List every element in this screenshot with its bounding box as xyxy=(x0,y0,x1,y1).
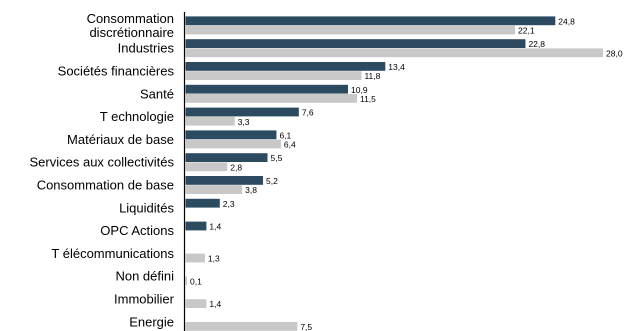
bar-series2-5 xyxy=(185,139,281,149)
value-label-series2-7: 3,8 xyxy=(245,185,257,195)
value-label-series1-6: 5,5 xyxy=(271,153,283,163)
value-label-series2-13: 7,5 xyxy=(300,322,312,331)
bar-series2-7 xyxy=(185,185,243,194)
category-label-0-line-0: Consommation xyxy=(87,11,174,26)
category-label-12: Immobilier xyxy=(114,292,175,307)
value-label-series1-0: 24,8 xyxy=(558,16,575,26)
value-label-series2-1: 28,0 xyxy=(606,48,623,58)
value-label-series2-10: 1,3 xyxy=(208,254,220,264)
bar-series1-1 xyxy=(185,39,526,48)
category-label-13: Energie xyxy=(129,314,174,329)
value-label-series1-8: 2,3 xyxy=(223,199,235,209)
bar-series1-7 xyxy=(185,176,264,185)
value-label-series2-5: 6,4 xyxy=(284,140,296,150)
value-label-series1-3: 10,9 xyxy=(351,85,368,95)
category-label-11: Non défini xyxy=(115,269,174,284)
category-label-5: Matériaux de base xyxy=(67,132,174,147)
bar-series1-0 xyxy=(185,16,556,26)
value-label-series1-2: 13,4 xyxy=(388,62,405,72)
value-label-series2-11: 0,1 xyxy=(190,276,202,286)
value-label-series1-5: 6,1 xyxy=(279,130,291,140)
value-label-series2-12: 1,4 xyxy=(209,299,221,309)
bar-series2-10 xyxy=(185,253,205,263)
value-label-series2-3: 11,5 xyxy=(360,94,376,104)
bar-series1-2 xyxy=(185,62,386,71)
bar-series1-4 xyxy=(185,107,299,117)
value-label-series1-1: 22,8 xyxy=(528,39,545,49)
bar-series1-8 xyxy=(185,198,220,208)
bar-series1-5 xyxy=(185,130,277,140)
value-label-series2-6: 2,8 xyxy=(230,162,242,172)
category-label-2: Sociétés financières xyxy=(58,64,175,79)
bar-series2-12 xyxy=(185,299,207,308)
category-label-6: Services aux collectivités xyxy=(30,155,175,170)
value-label-series2-2: 11,8 xyxy=(364,71,380,81)
value-label-series1-7: 5,2 xyxy=(266,176,278,186)
category-label-4: T echnologie xyxy=(100,109,174,124)
value-label-series1-4: 7,6 xyxy=(302,108,314,118)
bar-series2-3 xyxy=(185,94,357,103)
bar-series2-4 xyxy=(185,116,235,126)
category-label-8: Liquidités xyxy=(119,200,174,215)
bar-series2-13 xyxy=(185,322,298,331)
bar-series1-6 xyxy=(185,153,268,162)
category-label-9: OPC Actions xyxy=(100,223,174,238)
bar-series2-6 xyxy=(185,162,228,172)
bar-series2-11 xyxy=(185,276,187,286)
value-label-series1-9: 1,4 xyxy=(209,222,221,232)
category-label-3: Santé xyxy=(140,86,174,101)
value-label-series2-0: 22,1 xyxy=(518,26,535,36)
bar-series1-3 xyxy=(185,84,349,94)
bar-series2-2 xyxy=(185,71,362,80)
value-label-series2-4: 3,3 xyxy=(238,117,250,127)
category-label-1: Industries xyxy=(118,41,175,56)
bar-series2-1 xyxy=(185,48,603,58)
bar-series2-0 xyxy=(185,25,516,35)
category-label-10: T élécommunications xyxy=(51,246,174,261)
category-label-0-line-1: discrétionnaire xyxy=(89,25,174,40)
bar-series1-9 xyxy=(185,221,207,231)
category-label-7: Consommation de base xyxy=(37,178,174,193)
